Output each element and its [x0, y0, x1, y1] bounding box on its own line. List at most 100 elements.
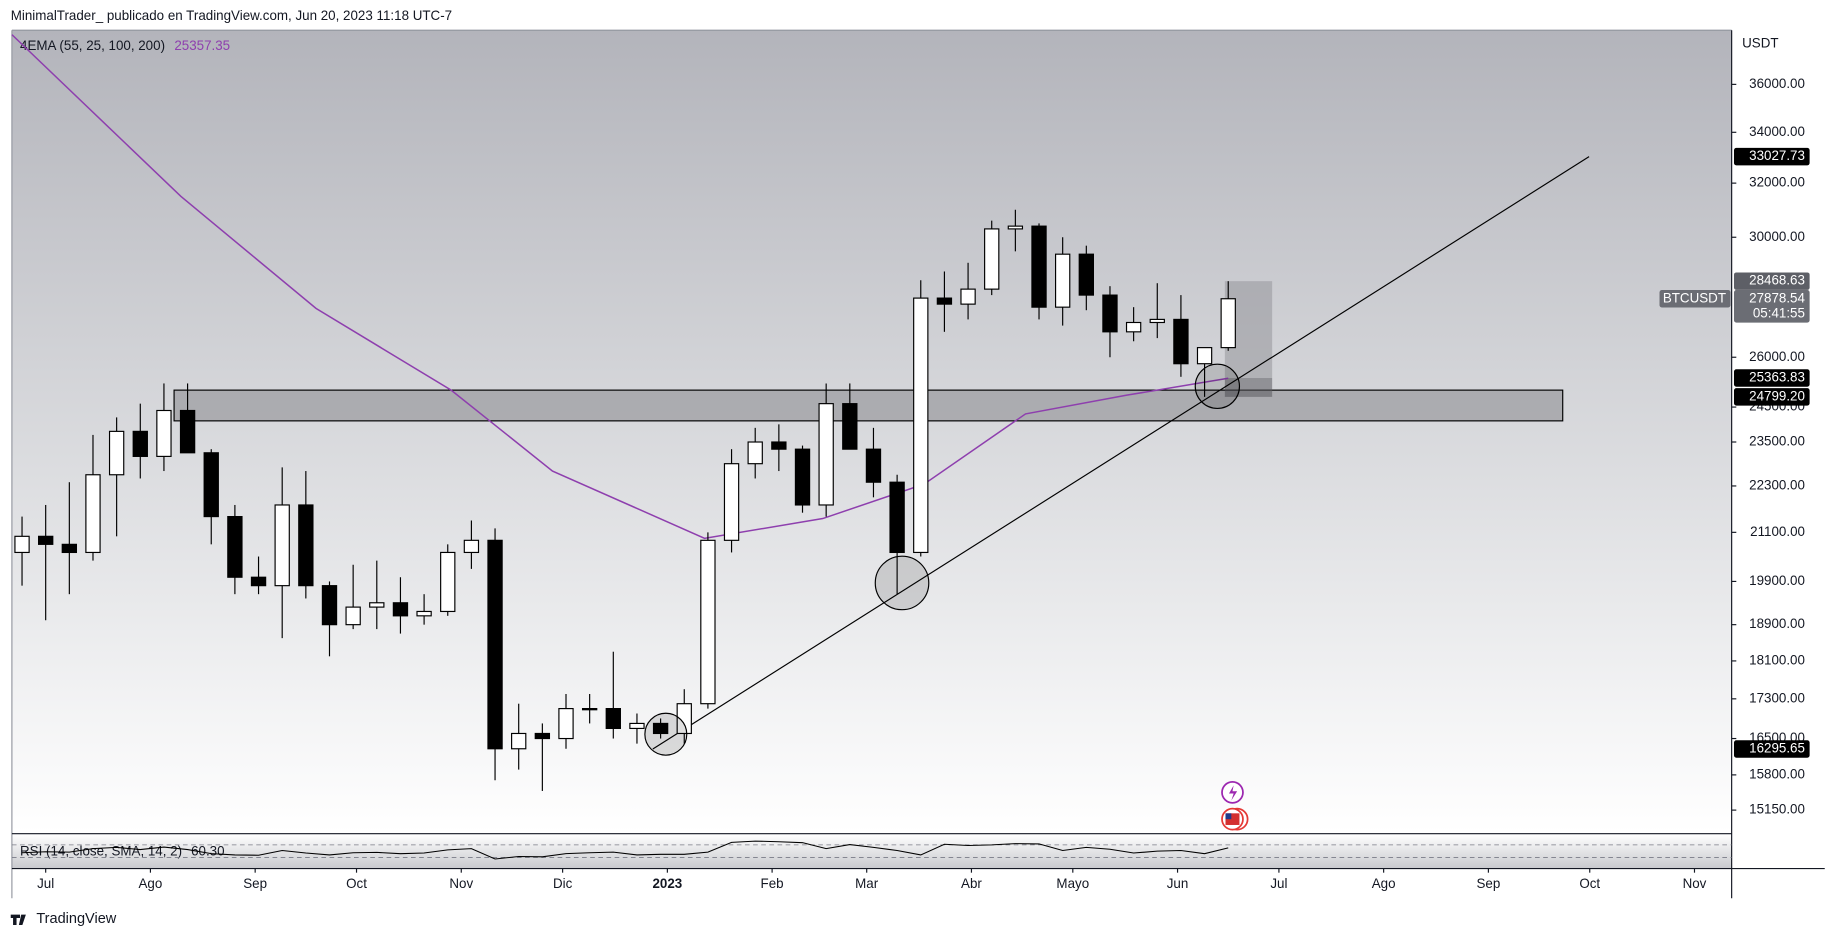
- candle-body: [771, 441, 787, 450]
- candle-body: [889, 481, 905, 554]
- highlight-circle: [874, 555, 930, 611]
- candle-body: [227, 516, 243, 578]
- candle-body: [818, 403, 834, 506]
- y-tick-label: 34000.00: [1749, 124, 1805, 139]
- drawings: [173, 156, 1590, 750]
- y-tick-label: 32000.00: [1749, 175, 1805, 190]
- candle-body: [676, 703, 692, 735]
- event-icon-bolt: [1228, 785, 1238, 801]
- x-tick-label: Dic: [553, 876, 573, 891]
- y-tick-label: 15800.00: [1749, 766, 1805, 781]
- rsi-line: [22, 840, 1229, 860]
- candle-body: [629, 722, 645, 730]
- candle-body: [250, 576, 267, 587]
- y-tick-label: 17300.00: [1749, 690, 1805, 705]
- candle-body: [511, 732, 527, 750]
- candle-body: [700, 539, 716, 705]
- candle-body: [865, 448, 882, 483]
- candle-body: [747, 441, 763, 465]
- candle-body: [463, 539, 480, 554]
- currency-label: USDT: [1742, 36, 1778, 51]
- candle-body: [1125, 321, 1142, 333]
- candle-body: [723, 463, 740, 541]
- x-tick-label: Ago: [1372, 876, 1396, 891]
- y-tick-label: 15150.00: [1749, 802, 1805, 817]
- candle-body: [558, 708, 574, 740]
- position-stop: [1224, 378, 1273, 397]
- price-pane: [11, 30, 1732, 834]
- ema-line: [11, 34, 1229, 540]
- y-tick-label: 18100.00: [1749, 652, 1805, 667]
- x-tick-label: Abr: [961, 876, 982, 891]
- candle-body: [440, 551, 456, 613]
- candle-body: [298, 504, 314, 587]
- trendline: [652, 156, 1590, 750]
- ema-value: 25357.35: [174, 38, 230, 53]
- rsi-layer: [11, 840, 1732, 860]
- candle-body: [960, 288, 976, 305]
- candle-body: [1102, 294, 1118, 333]
- last-price-label: 27878.54: [1749, 290, 1805, 305]
- candle-body: [369, 602, 385, 608]
- x-tick-label: Ago: [139, 876, 163, 891]
- candle-body: [581, 708, 598, 711]
- author-line: MinimalTrader_ publicado en TradingView.…: [11, 8, 452, 23]
- candle-body: [1054, 253, 1071, 308]
- candle-body: [652, 722, 669, 735]
- candles: [14, 209, 1236, 791]
- x-tick-label: Nov: [1683, 876, 1707, 891]
- candle-body: [1007, 225, 1024, 230]
- ticks: 36000.00 34000.00 32000.00 30000.00 26000.00…: [37, 76, 1805, 891]
- x-tick-label: Sep: [243, 876, 267, 891]
- candle-body: [132, 430, 148, 457]
- rsi-pane: [11, 834, 1732, 869]
- y-tick-label: 21100.00: [1750, 524, 1805, 539]
- candle-body: [984, 228, 1000, 290]
- x-tick-label: Sep: [1476, 876, 1500, 891]
- y-tick-label: 23500.00: [1749, 434, 1805, 449]
- support-zone: [173, 389, 1564, 422]
- price-badge-label: 16295.65: [1749, 741, 1805, 756]
- candle-body: [345, 606, 361, 626]
- candle-body: [156, 409, 172, 457]
- price-badge-label: 24799.20: [1749, 388, 1805, 403]
- price-badge: [1733, 369, 1810, 387]
- x-tick-label: Oct: [346, 876, 367, 891]
- candle-body: [1196, 347, 1213, 365]
- candle-body: [61, 543, 78, 554]
- candle-body: [1031, 225, 1047, 308]
- y-tick-label: 18900.00: [1749, 616, 1805, 631]
- candle-body: [38, 535, 54, 545]
- y-tick-label: 30000.00: [1749, 229, 1805, 244]
- price-badge-label: 25363.83: [1749, 370, 1805, 385]
- candle-body: [1220, 298, 1236, 349]
- candle-body: [85, 474, 101, 554]
- candle-body: [487, 539, 503, 750]
- x-tick-label: Jun: [1167, 876, 1189, 891]
- candle-body: [274, 504, 290, 587]
- x-tick-label: Mayo: [1056, 876, 1089, 891]
- candle-body: [203, 452, 219, 518]
- x-tick-label: Mar: [855, 876, 879, 891]
- x-tick-label: 2023: [652, 876, 682, 891]
- candle-body: [1173, 318, 1189, 365]
- y-tick-label: 19900.00: [1749, 573, 1805, 588]
- flag-icon: [1225, 813, 1240, 825]
- price-badge-label: 33027.73: [1749, 148, 1805, 163]
- countdown-label: 05:41:55: [1753, 305, 1805, 320]
- rsi-label: RSI (14, close, SMA, 14, 2): [20, 843, 182, 858]
- x-tick-label: Feb: [761, 876, 784, 891]
- x-tick-label: Jul: [37, 876, 54, 891]
- candle-body: [1078, 253, 1094, 296]
- highlights: [644, 363, 1249, 831]
- candle-body: [416, 610, 432, 617]
- price-badge: [1733, 740, 1810, 758]
- symbol-label: BTCUSDT: [1663, 290, 1726, 305]
- candle-body: [321, 585, 338, 626]
- candle-body: [179, 409, 196, 454]
- highlight-circle: [644, 712, 688, 756]
- price-badge: [1733, 388, 1810, 406]
- ema-layer: [11, 34, 1229, 540]
